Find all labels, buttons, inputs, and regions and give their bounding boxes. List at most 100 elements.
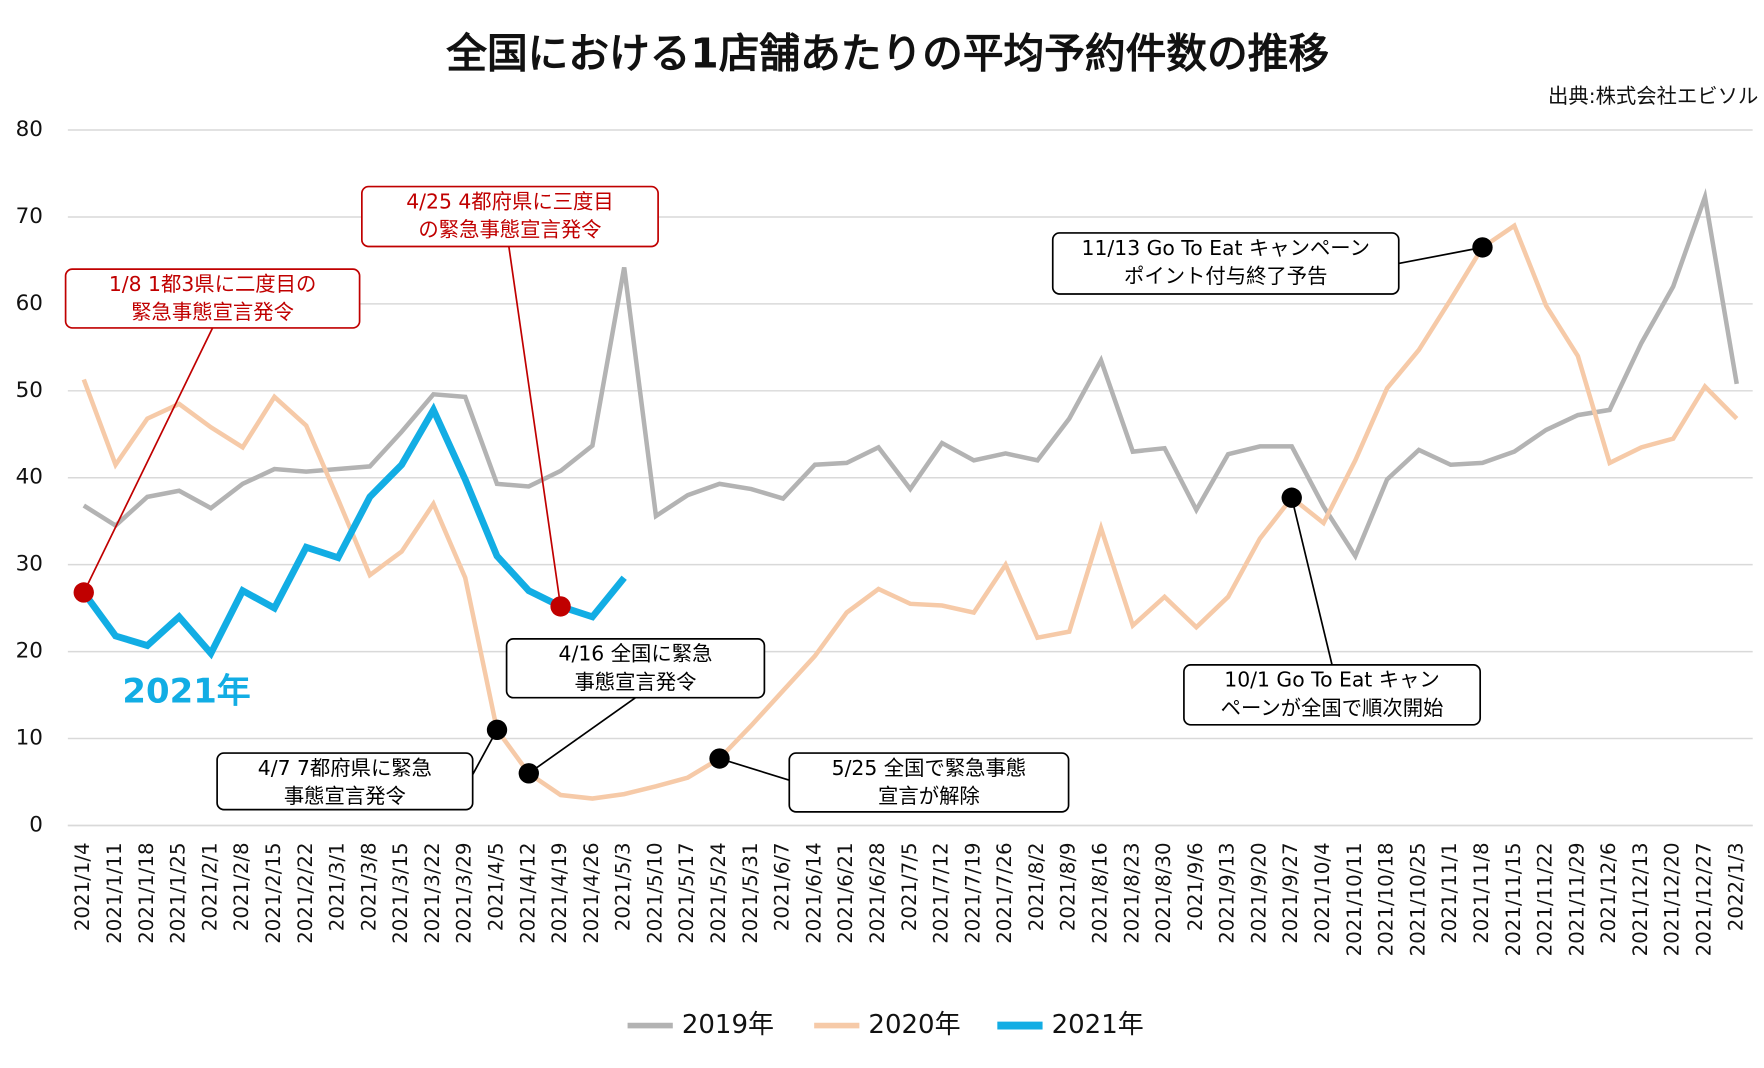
x-tick-label: 2021/12/6 — [1597, 842, 1620, 943]
x-tick-label: 2021/11/8 — [1470, 842, 1493, 943]
annotation-text: 宣言が解除 — [878, 784, 980, 808]
x-tick-label: 2021/3/29 — [453, 842, 476, 943]
y-tick-label: 40 — [16, 465, 43, 490]
annotation-text: 事態宣言発令 — [284, 784, 406, 808]
x-tick-label: 2021/12/20 — [1661, 842, 1684, 956]
x-tick-label: 2021/2/8 — [230, 842, 253, 931]
x-tick-label: 2021/4/5 — [485, 842, 508, 931]
legend-label: 2021年 — [1052, 1010, 1144, 1040]
annotation-text: ペーンが全国で順次開始 — [1221, 696, 1444, 720]
x-tick-label: 2021/2/1 — [198, 842, 221, 931]
x-tick-label: 2021/8/23 — [1120, 842, 1143, 943]
x-tick-label: 2021/10/11 — [1343, 842, 1366, 956]
annotation-marker — [1281, 487, 1302, 508]
annotation-box — [64, 268, 361, 329]
annotation-leader — [719, 757, 790, 782]
x-tick-label: 2021/9/6 — [1184, 842, 1207, 931]
x-tick-label: 2021/7/26 — [993, 842, 1016, 943]
x-tick-label: 2021/6/21 — [834, 842, 857, 943]
x-tick-label: 2021/10/4 — [1311, 842, 1334, 943]
x-tick-label: 2021/3/15 — [389, 842, 412, 943]
annotation-text: 4/16 全国に緊急 — [559, 642, 713, 666]
annotation-box — [361, 185, 659, 248]
annotation-marker — [518, 763, 539, 784]
annotation-leader — [1290, 497, 1333, 666]
x-tick-label: 2021/6/28 — [866, 842, 889, 943]
annotation-leader — [82, 327, 214, 593]
annotation-marker — [550, 596, 571, 617]
x-tick-label: 2021/3/1 — [326, 842, 349, 931]
x-tick-label: 2021/4/12 — [516, 842, 539, 943]
y-tick-label: 70 — [16, 204, 43, 229]
chart-title: 全国における1店舗あたりの平均予約件数の推移 — [445, 30, 1329, 78]
x-tick-label: 2021/8/2 — [1025, 842, 1048, 931]
y-tick-label: 20 — [16, 639, 43, 664]
annotation-leader — [508, 246, 562, 607]
series-inline-label: 2021年 — [122, 672, 250, 711]
annotation-text: 11/13 Go To Eat キャンペーン — [1082, 236, 1370, 260]
x-tick-label: 2021/11/22 — [1534, 842, 1557, 956]
x-tick-label: 2021/1/4 — [71, 842, 94, 931]
x-tick-label: 2021/5/31 — [739, 842, 762, 943]
annotation-text: 5/25 全国で緊急事態 — [832, 756, 1027, 780]
x-tick-label: 2021/9/27 — [1279, 842, 1302, 943]
annotation-box — [1183, 664, 1482, 726]
x-tick-label: 2021/8/9 — [1057, 842, 1080, 931]
x-tick-label: 2021/7/5 — [898, 842, 921, 931]
annotation-text: 4/25 4都府県に三度目 — [406, 189, 614, 213]
x-tick-label: 2021/2/15 — [262, 842, 285, 943]
x-tick-label: 2021/6/14 — [802, 842, 825, 943]
x-tick-label: 2021/12/13 — [1629, 842, 1652, 956]
annotation-text: 1/8 1都3県に二度目の — [109, 272, 317, 296]
x-tick-label: 2021/7/19 — [961, 842, 984, 943]
x-tick-label: 2021/2/22 — [294, 842, 317, 943]
x-tick-label: 2021/9/13 — [1216, 842, 1239, 943]
x-tick-label: 2021/5/3 — [612, 842, 635, 931]
annotation-leader — [528, 696, 636, 774]
x-tick-label: 2021/4/26 — [580, 842, 603, 943]
x-tick-label: 2021/5/24 — [707, 842, 730, 943]
x-tick-label: 2021/5/10 — [643, 842, 666, 943]
annotation-box — [1051, 232, 1400, 295]
annotation-text: 4/7 7都府県に緊急 — [258, 756, 432, 780]
annotation-marker — [73, 582, 94, 603]
y-tick-label: 30 — [16, 552, 43, 577]
x-tick-label: 2021/12/27 — [1692, 842, 1715, 956]
annotation-text: 緊急事態宣言発令 — [131, 300, 294, 324]
x-tick-label: 2021/9/20 — [1247, 842, 1270, 943]
annotation-leader — [1398, 246, 1483, 265]
annotation-box — [505, 638, 766, 699]
annotation-text: 事態宣言発令 — [574, 670, 696, 694]
x-tick-label: 2021/4/19 — [548, 842, 571, 943]
annotation-text: 10/1 Go To Eat キャン — [1224, 668, 1440, 692]
series-line — [82, 188, 1739, 561]
annotation-text: の緊急事態宣言発令 — [418, 218, 601, 242]
annotation-box — [216, 752, 474, 811]
legend-label: 2019年 — [682, 1010, 774, 1040]
y-tick-label: 80 — [16, 117, 43, 142]
y-tick-label: 50 — [16, 378, 43, 403]
x-tick-label: 2021/1/11 — [103, 842, 126, 943]
x-tick-label: 2021/11/15 — [1502, 842, 1525, 956]
x-tick-label: 2021/10/25 — [1406, 842, 1429, 956]
x-tick-label: 2021/1/18 — [135, 842, 158, 943]
chart-subtitle: 出典:株式会社エビソル — [1548, 84, 1758, 108]
annotation-marker — [486, 719, 508, 741]
x-tick-label: 2021/5/17 — [675, 842, 698, 943]
series-line — [81, 222, 1739, 801]
annotation-marker — [709, 748, 730, 769]
x-tick-label: 2021/10/18 — [1375, 842, 1398, 956]
x-tick-label: 2021/7/12 — [930, 842, 953, 943]
x-tick-label: 2021/6/7 — [771, 842, 794, 931]
annotation-text: ポイント付与終了予告 — [1124, 264, 1327, 288]
y-tick-label: 60 — [16, 291, 43, 316]
series-line — [81, 402, 627, 660]
y-tick-label: 10 — [16, 726, 43, 751]
y-tick-label: 0 — [29, 812, 43, 837]
x-tick-label: 2021/11/29 — [1565, 842, 1588, 956]
legend-label: 2020年 — [868, 1010, 960, 1040]
x-tick-label: 2021/1/25 — [167, 842, 190, 943]
x-tick-label: 2022/1/3 — [1724, 842, 1747, 931]
